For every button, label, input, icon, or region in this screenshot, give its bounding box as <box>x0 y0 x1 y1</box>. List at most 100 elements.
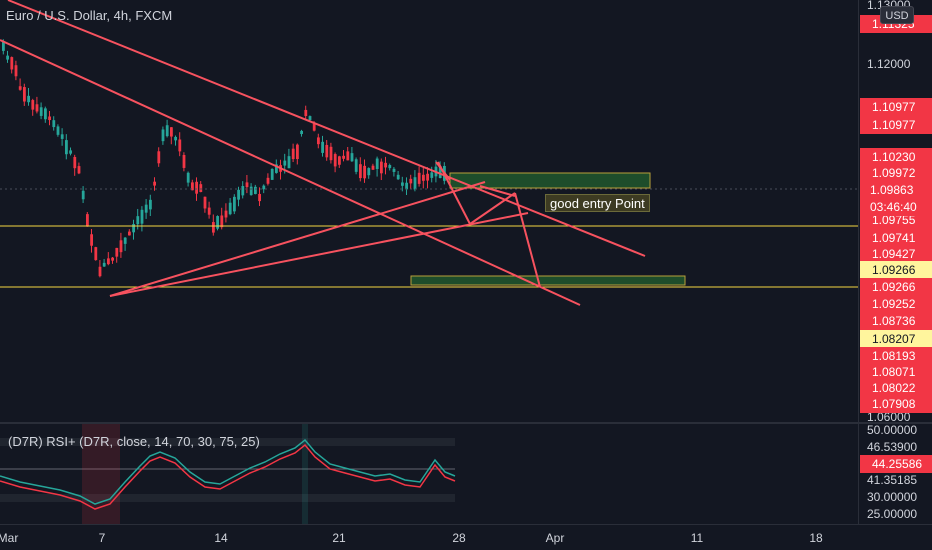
candle-body <box>359 164 362 179</box>
candle-body <box>321 141 324 153</box>
rsi-tick: 50.00000 <box>867 423 918 437</box>
price-tick: 1.06000 <box>867 410 911 424</box>
candle-body <box>262 185 266 190</box>
candle-body <box>338 156 341 165</box>
bar-countdown: 03:46:40 <box>870 200 917 214</box>
candle-body <box>350 153 354 162</box>
rsi-plot <box>0 424 456 524</box>
candle-body <box>60 134 64 139</box>
candle-body <box>207 207 211 215</box>
candle-body <box>287 156 291 169</box>
candle-body <box>14 65 18 77</box>
entry-zone <box>449 172 651 189</box>
time-tick: Mar <box>0 531 19 545</box>
rsi-tick: 25.00000 <box>867 507 918 521</box>
candle-body <box>77 166 81 174</box>
candle-body <box>161 129 165 142</box>
price-tag: 1.08193 <box>860 347 932 365</box>
candle-body <box>191 182 194 191</box>
candle-body <box>81 190 85 200</box>
candle-body <box>90 234 93 246</box>
current-price: 1.09863 <box>870 183 914 197</box>
pane-divider[interactable] <box>0 422 932 424</box>
trendline <box>479 185 516 197</box>
candle-body <box>136 216 140 225</box>
candle-body <box>317 137 320 145</box>
trendline <box>435 161 451 181</box>
chart-area[interactable]: Euro / U.S. Dollar, 4h, FXCM good entry … <box>0 0 858 422</box>
drawings <box>0 0 858 306</box>
price-axis[interactable]: 1.13000 1.12000 1.06000 1.11325 1.10977 … <box>858 0 932 424</box>
price-tag: 1.07908 <box>860 395 932 413</box>
rsi-pane[interactable]: (D7R) RSI+ (D7R, close, 14, 70, 30, 75, … <box>0 424 858 524</box>
candle-body <box>56 126 60 135</box>
rsi-axis[interactable]: 50.00000 46.53900 44.25586 41.35185 30.0… <box>858 423 932 524</box>
trendline <box>7 0 646 257</box>
candle-body <box>73 156 77 169</box>
good-entry-annotation[interactable]: good entry Point <box>545 194 650 212</box>
candle-body <box>216 216 219 229</box>
candle-body <box>342 155 345 159</box>
rsi-indicator-label[interactable]: (D7R) RSI+ (D7R, close, 14, 70, 30, 75, … <box>8 434 260 449</box>
candle-body <box>119 240 123 253</box>
rsi-signal-line <box>0 443 456 510</box>
candle-body <box>140 209 144 224</box>
candle-body <box>312 123 316 131</box>
rsi-tick: 46.53900 <box>867 440 918 454</box>
candle-body <box>186 172 190 183</box>
currency-button[interactable]: USD <box>880 6 914 24</box>
candle-body <box>228 202 232 215</box>
candle-body <box>182 154 186 168</box>
candle-body <box>115 247 119 257</box>
trendline <box>469 192 516 225</box>
symbol-title[interactable]: Euro / U.S. Dollar, 4h, FXCM <box>6 8 173 23</box>
candle-body <box>422 174 425 181</box>
candle-body <box>258 193 261 202</box>
price-tick: 1.12000 <box>867 57 911 71</box>
candle-body <box>69 150 72 154</box>
candle-body <box>94 247 98 261</box>
candle-body <box>2 41 5 51</box>
candle-body <box>401 182 404 186</box>
time-tick: 7 <box>98 531 106 545</box>
candle-body <box>153 181 156 186</box>
candle-body <box>438 166 442 179</box>
candle-body <box>413 177 417 190</box>
candle-body <box>245 182 249 188</box>
candle-body <box>52 120 56 128</box>
candle-body <box>346 151 350 161</box>
candle-body <box>98 266 102 277</box>
rsi-current-tag: 44.25586 <box>860 455 932 473</box>
candle-body <box>123 237 127 244</box>
candle-body <box>170 127 173 137</box>
candle-body <box>405 182 408 190</box>
candle-body <box>128 231 131 236</box>
candle-body <box>86 214 89 227</box>
time-tick: 14 <box>214 531 228 545</box>
candle-body <box>199 184 203 193</box>
candle-body <box>224 210 228 218</box>
time-axis[interactable]: Mar 7 14 21 28 Apr 11 18 <box>0 524 932 550</box>
candle-body <box>308 116 312 121</box>
candle-body <box>220 215 224 228</box>
time-tick: 18 <box>809 531 823 545</box>
price-tag: 1.08207 <box>860 330 932 348</box>
candle-body <box>174 136 177 141</box>
candle-body <box>203 196 207 209</box>
trendline <box>109 212 529 297</box>
chart-canvas[interactable] <box>0 0 858 422</box>
candle-body <box>270 168 274 180</box>
rsi-canvas[interactable] <box>0 424 858 524</box>
candle-body <box>111 257 114 261</box>
trendline <box>0 39 581 306</box>
rsi-band <box>0 438 455 446</box>
candle-body <box>102 262 106 267</box>
trendline <box>109 181 486 297</box>
candle-body <box>237 189 240 200</box>
candle-body <box>396 174 400 180</box>
price-tag: 1.09972 <box>860 164 932 182</box>
candle-body <box>241 186 245 196</box>
candle-body <box>291 148 295 160</box>
overbought-highlight <box>302 424 308 524</box>
rsi-band <box>0 494 455 502</box>
